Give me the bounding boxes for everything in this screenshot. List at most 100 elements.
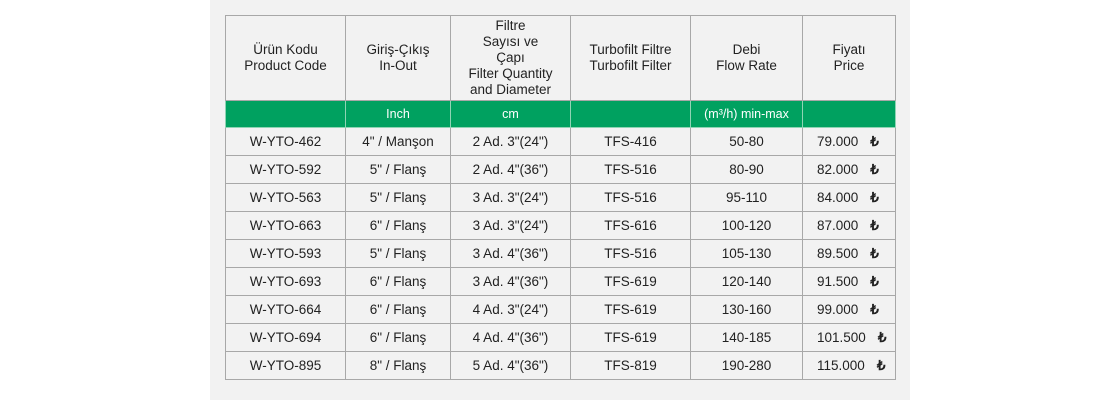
lira-icon: ₺ (870, 189, 879, 205)
cell-product-code: W-YTO-693 (225, 267, 346, 296)
header-label-en: Flow Rate (716, 58, 777, 73)
header-label-tr: Fiyatı (832, 42, 866, 57)
cell-flow-rate: 50-80 (690, 127, 803, 156)
cell-price: 79.000 ₺ (802, 127, 896, 156)
unit-flow-rate: (m³/h) min-max (690, 100, 803, 128)
header-label-tr: Turbofilt Filtre (589, 42, 672, 57)
cell-price: 84.000 ₺ (802, 183, 896, 212)
cell-product-code: W-YTO-694 (225, 323, 346, 352)
lira-icon: ₺ (870, 133, 879, 149)
cell-turbofilt-filter: TFS-516 (570, 155, 691, 184)
cell-turbofilt-filter: TFS-619 (570, 267, 691, 296)
cell-turbofilt-filter: TFS-516 (570, 183, 691, 212)
cell-price: 101.500 ₺ (802, 323, 896, 352)
header-product-code: Ürün Kodu Product Code (225, 15, 346, 101)
header-flow-rate: Debi Flow Rate (690, 15, 803, 101)
cell-turbofilt-filter: TFS-619 (570, 295, 691, 324)
cell-product-code: W-YTO-895 (225, 351, 346, 380)
price-value: 115.000 (817, 357, 865, 373)
table-row: W-YTO-563 5" / Flanş 3 Ad. 3"(24") TFS-516 9… (225, 183, 896, 212)
cell-filter-qty-diameter: 3 Ad. 3"(24") (450, 211, 571, 240)
cell-flow-rate: 130-160 (690, 295, 803, 324)
table-row: W-YTO-592 5" / Flanş 2 Ad. 4"(36") TFS-516 8… (225, 155, 896, 184)
cell-flow-rate: 95-110 (690, 183, 803, 212)
cell-product-code: W-YTO-664 (225, 295, 346, 324)
cell-price: 91.500 ₺ (802, 267, 896, 296)
table-row: W-YTO-664 6" / Flanş 4 Ad. 3"(24") TFS-619 1… (225, 295, 896, 324)
lira-icon: ₺ (870, 161, 879, 177)
cell-in-out: 5" / Flanş (345, 239, 451, 268)
price-value: 79.000 (817, 133, 859, 149)
cell-in-out: 8" / Flanş (345, 351, 451, 380)
cell-product-code: W-YTO-462 (225, 127, 346, 156)
lira-icon: ₺ (870, 301, 879, 317)
unit-price (802, 100, 896, 128)
table-row: W-YTO-895 8" / Flanş 5 Ad. 4"(36") TFS-819 1… (225, 351, 896, 380)
cell-filter-qty-diameter: 3 Ad. 4"(36") (450, 267, 571, 296)
cell-product-code: W-YTO-663 (225, 211, 346, 240)
table-row: W-YTO-693 6" / Flanş 3 Ad. 4"(36") TFS-619 1… (225, 267, 896, 296)
cell-price: 87.000 ₺ (802, 211, 896, 240)
lira-icon: ₺ (870, 245, 879, 261)
unit-turbofilt-filter (570, 100, 691, 128)
table-row: W-YTO-694 6" / Flanş 4 Ad. 4"(36") TFS-619 1… (225, 323, 896, 352)
cell-in-out: 6" / Flanş (345, 211, 451, 240)
cell-in-out: 6" / Flanş (345, 267, 451, 296)
header-turbofilt-filter: Turbofilt Filtre Turbofilt Filter (570, 15, 691, 101)
cell-in-out: 5" / Flanş (345, 183, 451, 212)
header-price: Fiyatı Price (802, 15, 896, 101)
cell-price: 115.000 ₺ (802, 351, 896, 380)
cell-filter-qty-diameter: 4 Ad. 4"(36") (450, 323, 571, 352)
lira-icon: ₺ (870, 217, 879, 233)
price-value: 91.500 (817, 273, 859, 289)
unit-in-out: Inch (345, 100, 451, 128)
cell-in-out: 6" / Flanş (345, 295, 451, 324)
price-value: 82.000 (817, 161, 859, 177)
cell-product-code: W-YTO-592 (225, 155, 346, 184)
table-row: W-YTO-663 6" / Flanş 3 Ad. 3"(24") TFS-616 1… (225, 211, 896, 240)
price-table: Ürün Kodu Product Code Giriş-Çıkış In-Out Fi… (225, 15, 896, 380)
cell-filter-qty-diameter: 3 Ad. 3"(24") (450, 183, 571, 212)
cell-filter-qty-diameter: 2 Ad. 3"(24") (450, 127, 571, 156)
header-label-en: Turbofilt Filter (589, 58, 672, 73)
lira-icon: ₺ (876, 357, 886, 373)
header-label-tr: Filtre Sayısı ve Çapı (482, 18, 539, 65)
header-label-en: In-Out (379, 58, 417, 73)
cell-price: 99.000 ₺ (802, 295, 896, 324)
cell-filter-qty-diameter: 2 Ad. 4"(36") (450, 155, 571, 184)
table-row: W-YTO-462 4" / Manşon 2 Ad. 3"(24") TFS-416… (225, 127, 896, 156)
price-value: 101.500 (817, 329, 866, 345)
cell-turbofilt-filter: TFS-619 (570, 323, 691, 352)
cell-flow-rate: 105-130 (690, 239, 803, 268)
cell-filter-qty-diameter: 3 Ad. 4"(36") (450, 239, 571, 268)
price-value: 99.000 (817, 301, 859, 317)
cell-filter-qty-diameter: 4 Ad. 3"(24") (450, 295, 571, 324)
header-label-en: Product Code (244, 58, 327, 73)
cell-product-code: W-YTO-593 (225, 239, 346, 268)
header-filter-qty-diameter: Filtre Sayısı ve Çapı Filter Quantity and… (450, 15, 571, 101)
header-label-en: Price (833, 58, 865, 73)
cell-filter-qty-diameter: 5 Ad. 4"(36") (450, 351, 571, 380)
cell-flow-rate: 190-280 (690, 351, 803, 380)
cell-flow-rate: 100-120 (690, 211, 803, 240)
header-label-tr: Debi (732, 42, 761, 57)
lira-icon: ₺ (877, 329, 887, 345)
cell-flow-rate: 140-185 (690, 323, 803, 352)
header-in-out: Giriş-Çıkış In-Out (345, 15, 451, 101)
table-row: W-YTO-593 5" / Flanş 3 Ad. 4"(36") TFS-516 1… (225, 239, 896, 268)
unit-product-code (225, 100, 346, 128)
cell-turbofilt-filter: TFS-416 (570, 127, 691, 156)
cell-product-code: W-YTO-563 (225, 183, 346, 212)
cell-turbofilt-filter: TFS-819 (570, 351, 691, 380)
price-value: 84.000 (817, 189, 859, 205)
cell-in-out: 6" / Flanş (345, 323, 451, 352)
cell-flow-rate: 120-140 (690, 267, 803, 296)
cell-in-out: 4" / Manşon (345, 127, 451, 156)
cell-price: 89.500 ₺ (802, 239, 896, 268)
lira-icon: ₺ (870, 273, 879, 289)
unit-filter-qty-diameter: cm (450, 100, 571, 128)
header-label-tr: Giriş-Çıkış (366, 42, 430, 57)
header-label-en: Filter Quantity and Diameter (468, 66, 553, 97)
price-value: 87.000 (817, 217, 859, 233)
cell-turbofilt-filter: TFS-516 (570, 239, 691, 268)
